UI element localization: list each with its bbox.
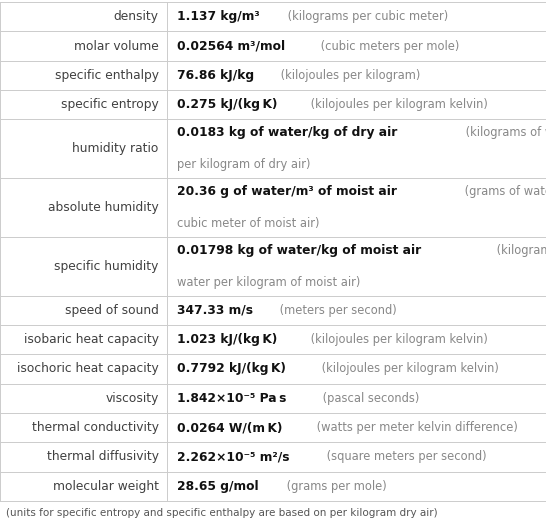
Text: (watts per meter kelvin difference): (watts per meter kelvin difference) — [313, 421, 518, 434]
Text: viscosity: viscosity — [105, 392, 158, 405]
Text: 0.0264 W/(m K): 0.0264 W/(m K) — [176, 421, 282, 434]
Text: (kilojoules per kilogram kelvin): (kilojoules per kilogram kelvin) — [318, 362, 499, 376]
Text: molecular weight: molecular weight — [52, 480, 158, 493]
Text: specific entropy: specific entropy — [61, 98, 158, 111]
Text: (kilojoules per kilogram kelvin): (kilojoules per kilogram kelvin) — [307, 98, 488, 111]
Text: 1.023 kJ/(kg K): 1.023 kJ/(kg K) — [176, 333, 277, 346]
Text: (grams of water per: (grams of water per — [461, 185, 546, 198]
Text: 0.01798 kg of water/kg of moist air: 0.01798 kg of water/kg of moist air — [176, 244, 421, 257]
Text: (meters per second): (meters per second) — [276, 304, 396, 317]
Text: specific humidity: specific humidity — [54, 260, 158, 272]
Text: 347.33 m/s: 347.33 m/s — [176, 304, 253, 317]
Text: density: density — [114, 10, 158, 23]
Text: specific enthalpy: specific enthalpy — [55, 69, 158, 82]
Text: (pascal seconds): (pascal seconds) — [319, 392, 419, 405]
Text: 28.65 g/mol: 28.65 g/mol — [176, 480, 258, 493]
Text: isochoric heat capacity: isochoric heat capacity — [17, 362, 158, 376]
Text: water per kilogram of moist air): water per kilogram of moist air) — [176, 276, 360, 289]
Text: (cubic meters per mole): (cubic meters per mole) — [317, 40, 459, 52]
Text: 0.02564 m³/mol: 0.02564 m³/mol — [176, 40, 284, 52]
Text: (kilojoules per kilogram): (kilojoules per kilogram) — [277, 69, 420, 82]
Text: (kilojoules per kilogram kelvin): (kilojoules per kilogram kelvin) — [307, 333, 488, 346]
Text: (kilograms per cubic meter): (kilograms per cubic meter) — [284, 10, 449, 23]
Text: 0.7792 kJ/(kg K): 0.7792 kJ/(kg K) — [176, 362, 286, 376]
Text: (kilograms of water: (kilograms of water — [462, 127, 546, 140]
Text: 1.137 kg/m³: 1.137 kg/m³ — [176, 10, 259, 23]
Text: 2.262×10⁻⁵ m²/s: 2.262×10⁻⁵ m²/s — [176, 450, 289, 463]
Text: thermal conductivity: thermal conductivity — [32, 421, 158, 434]
Text: isobaric heat capacity: isobaric heat capacity — [23, 333, 158, 346]
Text: 76.86 kJ/kg: 76.86 kJ/kg — [176, 69, 254, 82]
Text: absolute humidity: absolute humidity — [48, 201, 158, 214]
Text: thermal diffusivity: thermal diffusivity — [46, 450, 158, 463]
Text: 0.275 kJ/(kg K): 0.275 kJ/(kg K) — [176, 98, 277, 111]
Text: (units for specific entropy and specific enthalpy are based on per kilogram dry : (units for specific entropy and specific… — [6, 508, 438, 518]
Text: (square meters per second): (square meters per second) — [323, 450, 486, 463]
Text: 0.0183 kg of water/kg of dry air: 0.0183 kg of water/kg of dry air — [176, 127, 397, 140]
Text: 20.36 g of water/m³ of moist air: 20.36 g of water/m³ of moist air — [176, 185, 396, 198]
Text: cubic meter of moist air): cubic meter of moist air) — [176, 217, 319, 230]
Text: per kilogram of dry air): per kilogram of dry air) — [176, 158, 310, 171]
Text: (grams per mole): (grams per mole) — [283, 480, 387, 493]
Text: 1.842×10⁻⁵ Pa s: 1.842×10⁻⁵ Pa s — [176, 392, 286, 405]
Text: (kilograms of: (kilograms of — [492, 244, 546, 257]
Text: humidity ratio: humidity ratio — [72, 142, 158, 155]
Text: speed of sound: speed of sound — [64, 304, 158, 317]
Text: molar volume: molar volume — [74, 40, 158, 52]
